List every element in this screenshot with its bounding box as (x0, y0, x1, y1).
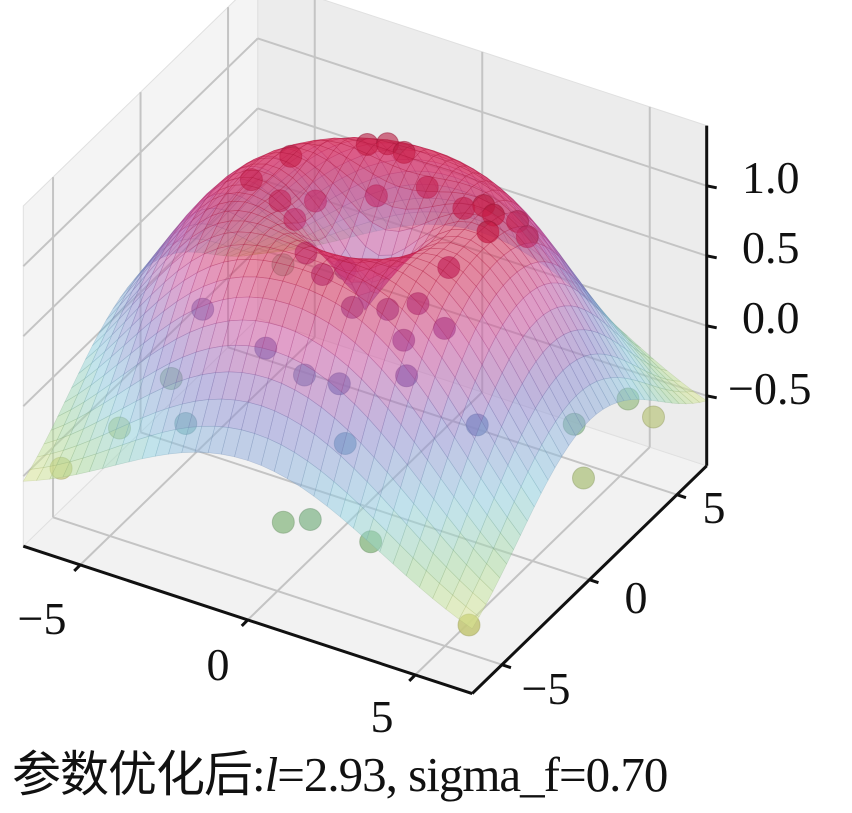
z-tick-mark (706, 184, 717, 190)
x-tick-label: −5 (18, 593, 67, 644)
y-axis-line (471, 464, 708, 695)
x-tick-label: 0 (207, 639, 230, 690)
surface-and-points (22, 132, 708, 637)
gridline (52, 516, 503, 666)
x-tick-mark (240, 618, 249, 627)
y-tick-mark (588, 578, 599, 585)
x-tick-mark (73, 563, 82, 572)
data-point (298, 508, 322, 531)
y-tick-labels: −5 0 5 (522, 482, 726, 714)
caption-param-symbol: l (264, 747, 279, 802)
z-tick-label: −0.5 (728, 363, 811, 414)
gridline (22, 37, 259, 267)
figure-caption: 参数优化后:l=2.93, sigma_f=0.70 (12, 735, 668, 806)
gridline (22, 107, 259, 337)
y-tick-mark (501, 663, 512, 670)
surface-patch (534, 444, 556, 481)
z-tick-mark (706, 324, 717, 330)
surface-patch (665, 389, 687, 405)
surface-patch (465, 592, 487, 618)
data-point (271, 510, 295, 534)
surface-patch (569, 395, 590, 429)
caption-values: =2.93, sigma_f=0.70 (277, 747, 668, 802)
y-tick-label: −5 (522, 663, 571, 714)
z-tick-label: 1.0 (742, 152, 800, 203)
x-tick-mark (408, 673, 417, 682)
surface-patch (472, 577, 494, 605)
data-point (572, 466, 595, 490)
gridline (257, 37, 708, 187)
z-tick-labels: −0.5 0.0 0.5 1.0 (728, 152, 811, 414)
x-tick-label: 5 (371, 691, 394, 742)
z-tick-label: 0.0 (742, 292, 800, 343)
y-tick-label: 0 (625, 572, 648, 623)
surface-patch (458, 605, 480, 630)
surface-patch (493, 532, 514, 565)
y-tick-mark (676, 493, 687, 500)
caption-prefix: 参数优化后: (12, 747, 266, 802)
z-tick-mark (706, 394, 717, 400)
surface-patch (596, 378, 618, 406)
y-tick-label: 5 (703, 482, 726, 533)
z-tick-label: 0.5 (742, 222, 800, 273)
x-tick-labels: −5 0 5 (18, 593, 394, 742)
data-point (642, 405, 665, 429)
z-tick-mark (706, 254, 717, 260)
axes (22, 125, 717, 696)
surface-patch (630, 378, 653, 401)
surface-patch (486, 547, 508, 579)
